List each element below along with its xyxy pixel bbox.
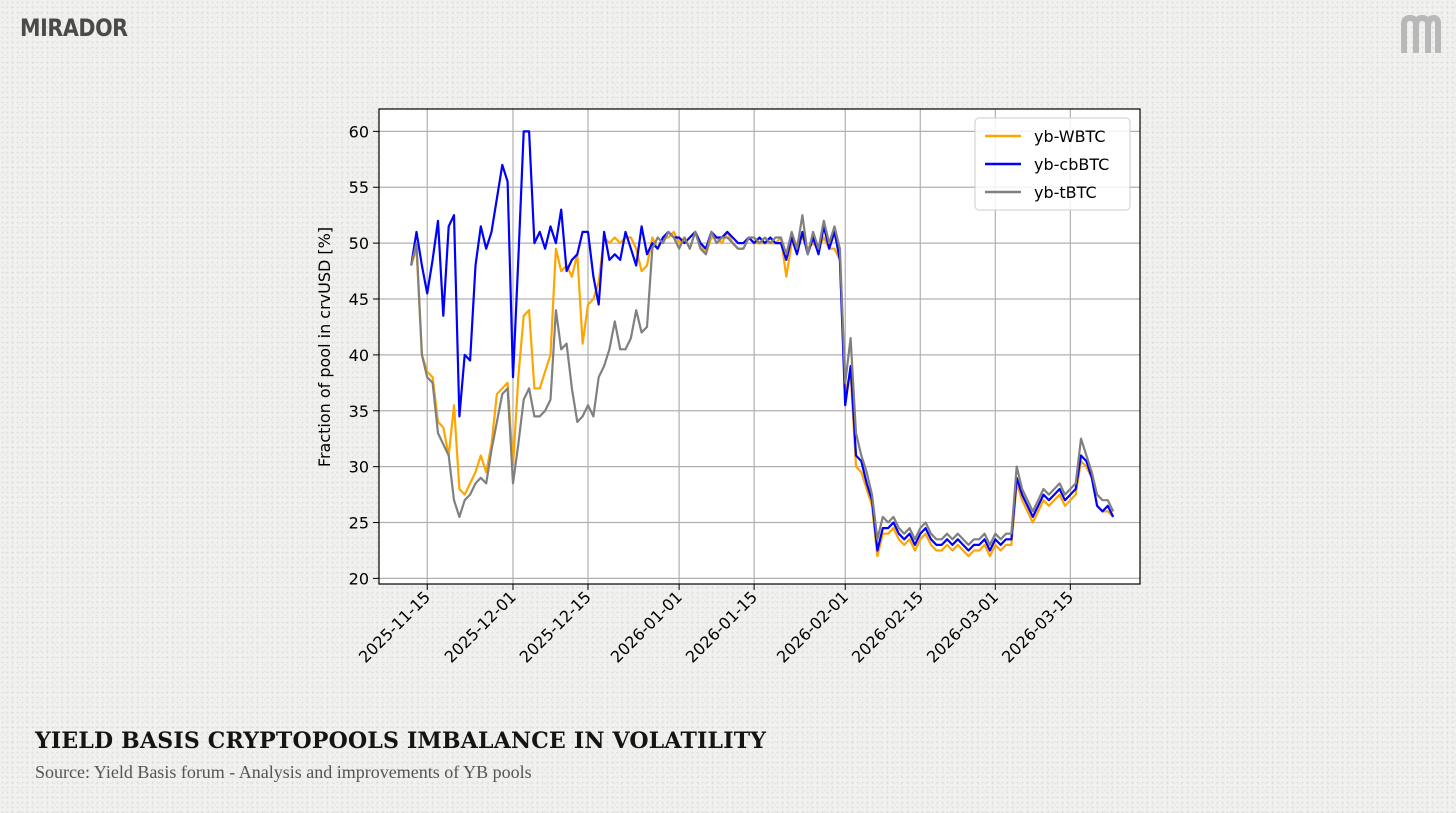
x-tick-label: 2025-11-15 — [355, 587, 434, 666]
x-tick-label: 2026-03-01 — [923, 587, 1002, 666]
legend-label: yb-tBTC — [1034, 183, 1097, 202]
legend: yb-WBTC yb-cbBTC yb-tBTC — [974, 117, 1131, 211]
caption-title: YIELD BASIS CRYPTOPOOLS IMBALANCE IN VOL… — [35, 728, 767, 754]
x-tick-label: 2025-12-01 — [441, 587, 520, 666]
y-tick-label: 20 — [349, 569, 369, 588]
y-tick-label: 30 — [349, 458, 369, 477]
y-tick-label: 50 — [349, 234, 369, 253]
y-tick-label: 35 — [349, 402, 369, 421]
x-tick-label: 2026-02-15 — [848, 587, 927, 666]
y-axis-label: Fraction of pool in crvUSD [%] — [315, 227, 334, 467]
x-tick-label: 2026-03-15 — [998, 587, 1077, 666]
x-tick-label: 2026-02-01 — [773, 587, 852, 666]
legend-label: yb-cbBTC — [1034, 155, 1109, 174]
x-tick-label: 2026-01-15 — [682, 587, 761, 666]
y-axis: 20 25 30 35 40 45 50 55 60 — [349, 122, 379, 588]
caption-source: Source: Yield Basis forum - Analysis and… — [35, 762, 532, 782]
x-tick-label: 2025-12-15 — [516, 587, 595, 666]
series-line-yb-tBTC — [410, 214, 1115, 546]
y-tick-label: 60 — [349, 122, 369, 141]
mirador-m-logo-icon — [1401, 14, 1441, 53]
plot-frame — [378, 108, 1141, 585]
y-tick-label: 45 — [349, 290, 369, 309]
series-line-yb-WBTC — [410, 230, 1114, 558]
legend-label: yb-WBTC — [1034, 127, 1106, 146]
y-tick-label: 40 — [349, 346, 369, 365]
y-tick-label: 25 — [349, 514, 369, 533]
x-tick-label: 2026-01-01 — [607, 587, 686, 666]
legend-box — [974, 117, 1131, 211]
mirador-logo: MIRADOR — [20, 14, 128, 42]
grid — [379, 109, 1140, 584]
series-lines — [410, 130, 1115, 558]
y-tick-label: 55 — [349, 178, 369, 197]
